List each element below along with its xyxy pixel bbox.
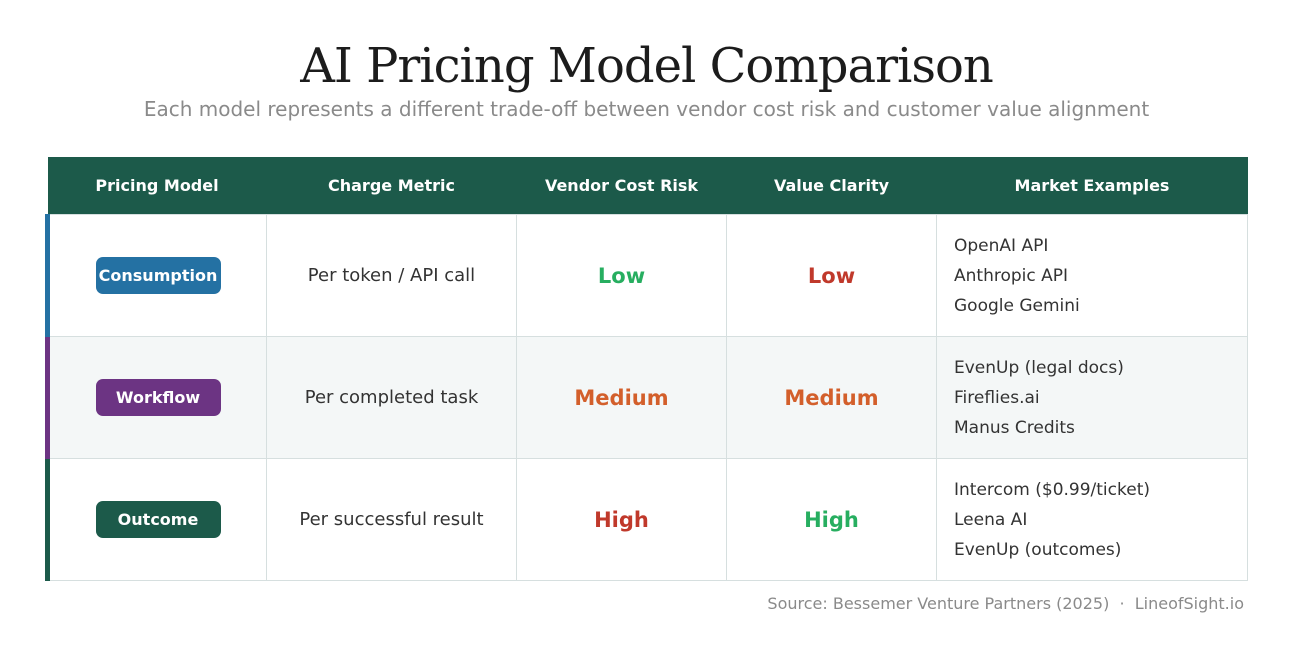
clarity-level: High xyxy=(804,507,859,532)
examples-cell: Intercom ($0.99/ticket) Leena AI EvenUp (o… xyxy=(936,458,1248,581)
example-item: EvenUp (outcomes) xyxy=(954,539,1122,560)
examples-cell: OpenAI API Anthropic API Google Gemini xyxy=(936,214,1248,337)
header-cell: Market Examples xyxy=(936,157,1248,215)
risk-level: High xyxy=(594,507,649,532)
page-title: AI Pricing Model Comparison xyxy=(300,38,994,94)
model-badge: Consumption xyxy=(95,257,221,294)
example-item: Google Gemini xyxy=(954,295,1080,316)
example-item: Leena AI xyxy=(954,509,1028,530)
pricing-table: Pricing Model Charge Metric Vendor Cost … xyxy=(45,157,1248,581)
example-item: OpenAI API xyxy=(954,235,1049,256)
header-cell: Value Clarity xyxy=(726,157,937,215)
header-cell: Pricing Model xyxy=(47,157,267,215)
risk-cell: Medium xyxy=(516,336,727,459)
source-note: Source: Bessemer Venture Partners (2025)… xyxy=(767,594,1244,613)
model-cell: Outcome xyxy=(45,458,267,581)
model-cell: Workflow xyxy=(45,336,267,459)
example-item: EvenUp (legal docs) xyxy=(954,357,1124,378)
clarity-level: Low xyxy=(807,263,856,288)
clarity-level: Medium xyxy=(784,385,879,410)
clarity-cell: Low xyxy=(726,214,937,337)
examples-cell: EvenUp (legal docs) Fireflies.ai Manus Cre… xyxy=(936,336,1248,459)
risk-cell: Low xyxy=(516,214,727,337)
table-row: Consumption Per token / API call Low Low… xyxy=(45,214,1248,337)
table-row: Workflow Per completed task Medium Mediu… xyxy=(45,336,1248,459)
metric-cell: Per successful result xyxy=(266,458,517,581)
page-subtitle: Each model represents a different trade-… xyxy=(143,97,1150,121)
example-item: Intercom ($0.99/ticket) xyxy=(954,479,1150,500)
example-item: Fireflies.ai xyxy=(954,387,1040,408)
model-cell: Consumption xyxy=(45,214,267,337)
metric-cell: Per token / API call xyxy=(266,214,517,337)
example-item: Manus Credits xyxy=(954,417,1075,438)
example-item: Anthropic API xyxy=(954,265,1069,286)
risk-cell: High xyxy=(516,458,727,581)
metric-cell: Per completed task xyxy=(266,336,517,459)
table-header-row: Pricing Model Charge Metric Vendor Cost … xyxy=(47,157,1248,215)
header-cell: Charge Metric xyxy=(266,157,517,215)
model-badge: Workflow xyxy=(95,379,221,416)
clarity-cell: High xyxy=(726,458,937,581)
model-badge: Outcome xyxy=(95,501,221,538)
risk-level: Medium xyxy=(574,385,669,410)
clarity-cell: Medium xyxy=(726,336,937,459)
risk-level: Low xyxy=(597,263,646,288)
header-cell: Vendor Cost Risk xyxy=(516,157,727,215)
table-row: Outcome Per successful result High High … xyxy=(45,458,1248,581)
